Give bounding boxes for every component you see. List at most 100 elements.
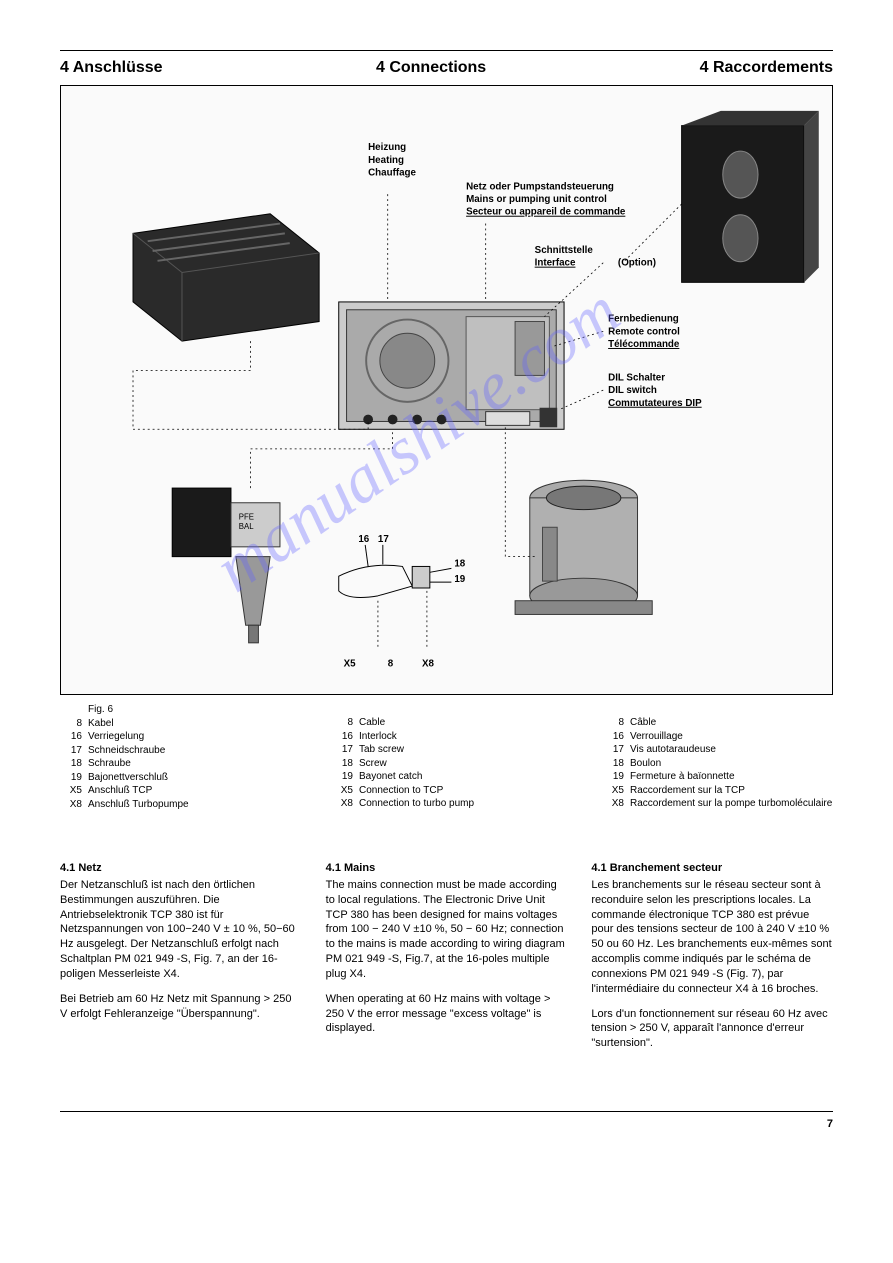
figure-box: PFE BAL: [60, 85, 833, 695]
cable-connector-icon: [339, 545, 452, 598]
legend-text: Bajonettverschluß: [88, 771, 168, 785]
legend-text: Schneidschraube: [88, 744, 165, 758]
legend-text: Verrouillage: [630, 730, 683, 744]
legend-text: Connection to turbo pump: [359, 797, 474, 811]
legend-num: 16: [60, 730, 82, 744]
legend-de: Fig. 6 8Kabel16 Verriegelung 17 Schneidschr…: [60, 703, 291, 811]
label-interface-2: Interface: [535, 258, 576, 269]
legend-item: 16 Verriegelung: [60, 730, 291, 744]
label-x8: X8: [422, 658, 435, 669]
legend-item: 17 Tab screw: [331, 743, 562, 757]
legend-item: X5 Connection to TCP: [331, 784, 562, 798]
legend-item: X8 Connection to turbo pump: [331, 797, 562, 811]
label-remote-2: Remote control: [608, 326, 680, 337]
legend-item: 18Boulon: [602, 757, 833, 771]
interface-module-icon: [682, 111, 819, 282]
label-dil-2: DIL switch: [608, 385, 657, 396]
legend-text: Cable: [359, 716, 385, 730]
legend-item: 8Kabel: [60, 717, 291, 731]
legend-num: 18: [602, 757, 624, 771]
legend-num: 16: [602, 730, 624, 744]
legend-item: 17 Vis autotaraudeuse: [602, 743, 833, 757]
label-heating-1: Heizung: [368, 142, 406, 153]
legend-num: 17: [602, 743, 624, 757]
legend-num: X8: [602, 797, 624, 811]
legend-num: X8: [331, 797, 353, 811]
legend-item: 17 Schneidschraube: [60, 744, 291, 758]
label-heating-2: Heating: [368, 155, 404, 166]
legend-item: 18Schraube: [60, 757, 291, 771]
legend-num: 16: [331, 730, 353, 744]
legend-text: Câble: [630, 716, 656, 730]
callout-16: 16: [358, 534, 369, 545]
body-fr-title: 4.1 Branchement secteur: [591, 861, 833, 876]
legend-item: X5 Raccordement sur la TCP: [602, 784, 833, 798]
legend-num: 17: [331, 743, 353, 757]
label-dil-3: Commutateures DIP: [608, 398, 702, 409]
legend-item: 8Cable: [331, 716, 562, 730]
legend-text: Anschluß Turbopumpe: [88, 798, 189, 812]
body-en-p2: When operating at 60 Hz mains with volta…: [326, 992, 568, 1037]
legend-item: X5 Anschluß TCP: [60, 784, 291, 798]
legend-num: 17: [60, 744, 82, 758]
legend-fr: 8 Câble 16 Verrouillage 17 Vis autotaraudeuse…: [602, 703, 833, 811]
svg-text:PFE: PFE: [239, 512, 254, 521]
legend-num: X5: [60, 784, 82, 798]
header-fr: 4 Raccordements: [700, 59, 833, 77]
legend-num: 19: [60, 771, 82, 785]
label-dil-1: DIL Schalter: [608, 372, 665, 383]
bottom-rule: [60, 1111, 833, 1112]
label-remote-1: Fernbedienung: [608, 314, 679, 325]
legend-text: Raccordement sur la TCP: [630, 784, 745, 798]
header-de: 4 Anschlüsse: [60, 59, 163, 77]
figure-legend: Fig. 6 8Kabel16Verriegelung17Schneidschr…: [60, 703, 833, 811]
connections-diagram: PFE BAL: [71, 106, 822, 684]
label-heating-3: Chauffage: [368, 168, 416, 179]
body-text: 4.1 Netz Der Netzanschluß ist nach den ö…: [60, 861, 833, 1061]
figure-caption: Fig. 6: [88, 703, 291, 717]
legend-text: Anschluß TCP: [88, 784, 152, 798]
label-x5: X5: [344, 658, 357, 669]
legend-item: X8 Anschluß Turbopumpe: [60, 798, 291, 812]
legend-text: Screw: [359, 757, 387, 771]
body-en-title: 4.1 Mains: [326, 861, 568, 876]
legend-num: 19: [331, 770, 353, 784]
legend-item: 18 Screw: [331, 757, 562, 771]
legend-text: Interlock: [359, 730, 397, 744]
legend-text: Raccordement sur la pompe turbomoléculai…: [630, 797, 832, 811]
body-fr: 4.1 Branchement secteur Les branchements…: [591, 861, 833, 1061]
legend-num: X5: [602, 784, 624, 798]
body-fr-p2: Lors d'un fonctionnement sur réseau 60 H…: [591, 1007, 833, 1052]
callout-18: 18: [454, 558, 465, 569]
legend-num: 8: [602, 716, 624, 730]
header-en: 4 Connections: [376, 59, 486, 77]
legend-text: Tab screw: [359, 743, 404, 757]
turbopump-icon: [515, 480, 652, 614]
legend-item: X8 Raccordement sur la pompe turbomolécul…: [602, 797, 833, 811]
top-rule: [60, 50, 833, 51]
legend-text: Kabel: [88, 717, 114, 731]
legend-num: 18: [60, 757, 82, 771]
legend-num: X8: [60, 798, 82, 812]
callout-19: 19: [454, 574, 465, 585]
legend-text: Connection to TCP: [359, 784, 443, 798]
legend-num: 18: [331, 757, 353, 771]
svg-text:BAL: BAL: [239, 522, 254, 531]
label-8: 8: [388, 658, 394, 669]
legend-text: Bayonet catch: [359, 770, 422, 784]
legend-num: X5: [331, 784, 353, 798]
callout-17: 17: [378, 534, 389, 545]
legend-item: 16 Interlock: [331, 730, 562, 744]
heating-unit-icon: [133, 214, 319, 341]
label-mains-2: Mains or pumping unit control: [466, 194, 607, 205]
legend-item: 19 Bayonet catch: [331, 770, 562, 784]
legend-item: 8 Câble: [602, 716, 833, 730]
body-de: 4.1 Netz Der Netzanschluß ist nach den ö…: [60, 861, 302, 1061]
legend-text: Verriegelung: [88, 730, 144, 744]
label-remote-3: Télécommande: [608, 339, 680, 350]
body-fr-p1: Les branchements sur le réseau secteur s…: [591, 878, 833, 997]
label-mains-3: Secteur ou appareil de commande: [466, 207, 626, 218]
label-interface-3: (Option): [618, 258, 656, 269]
label-mains-1: Netz oder Pumpstandsteuerung: [466, 181, 614, 192]
legend-text: Vis autotaraudeuse: [630, 743, 716, 757]
